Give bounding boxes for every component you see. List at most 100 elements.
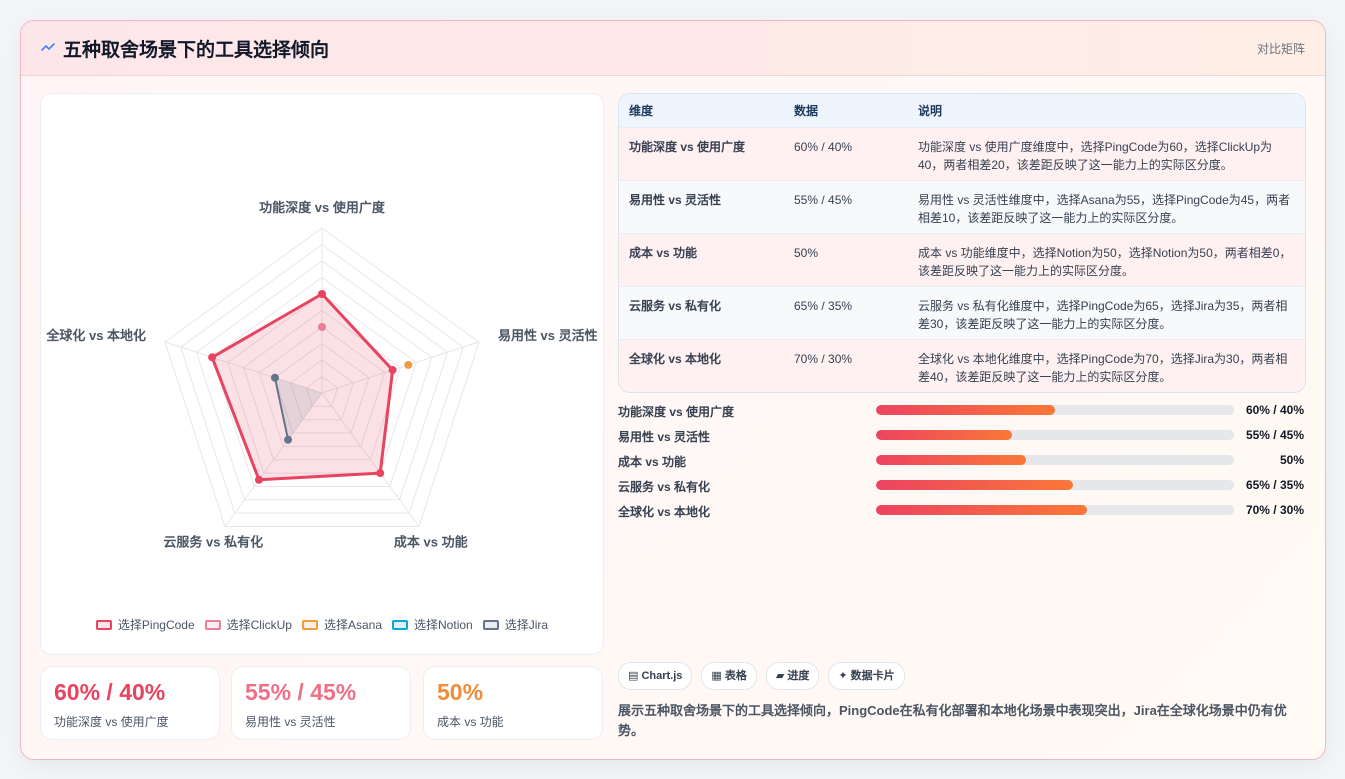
- legend-item[interactable]: 选择Asana: [301, 616, 383, 633]
- progress-label: 全球化 vs 本地化: [618, 505, 711, 519]
- progress-label: 云服务 vs 私有化: [618, 480, 711, 494]
- chip-data-card[interactable]: ✦ 数据卡片: [828, 662, 905, 690]
- grid-ring: [180, 243, 464, 514]
- progress-row: 易用性 vs 灵活性 55% / 45%: [618, 426, 1304, 451]
- cell-dimension: 功能深度 vs 使用广度: [629, 139, 746, 154]
- data-point: [254, 475, 263, 484]
- col-data: 数据: [794, 103, 819, 118]
- table-row: 易用性 vs 灵活性 55% / 45% 易用性 vs 灵活性维度中，选择Asa…: [619, 180, 1305, 233]
- progress-value: 50%: [1279, 453, 1304, 467]
- kpi-value: 55% / 45%: [245, 679, 357, 705]
- grid-spoke: [224, 392, 323, 527]
- progress-fill: [876, 505, 1088, 515]
- series-area: [274, 377, 322, 440]
- progress-value: 65% / 35%: [1245, 478, 1304, 492]
- progress-fill: [876, 430, 1013, 440]
- legend-item[interactable]: 选择Notion: [392, 616, 473, 633]
- legend-swatch: [392, 619, 409, 630]
- progress-track: [876, 480, 1234, 490]
- legend-label: 选择Notion: [414, 618, 473, 632]
- kpi-card-1: 60% / 40% 功能深度 vs 使用广度: [40, 666, 220, 740]
- cell-data: 55% / 45%: [794, 192, 853, 207]
- progress-fill: [876, 405, 1055, 415]
- kpi-card-3: 50% 成本 vs 功能: [423, 666, 603, 740]
- progress-label: 功能深度 vs 使用广度: [618, 405, 735, 419]
- card: 五种取舍场景下的工具选择倾向 对比矩阵 功能深度 vs 使用广度 易用性 vs 灵…: [20, 20, 1326, 760]
- legend-item[interactable]: 选择Jira: [482, 616, 549, 633]
- data-point: [388, 366, 397, 375]
- data-point: [404, 360, 413, 369]
- cell-description: 功能深度 vs 使用广度维度中，选择PingCode为60，选择ClickUp为…: [918, 139, 1273, 172]
- chart-icon: ▤: [628, 670, 642, 682]
- legend-label: 选择PingCode: [117, 618, 195, 632]
- data-point: [208, 353, 217, 362]
- legend-item[interactable]: 选择PingCode: [95, 616, 195, 633]
- col-description: 说明: [918, 103, 943, 118]
- cell-description: 云服务 vs 私有化维度中，选择PingCode为65，选择Jira为35，两者…: [918, 298, 1288, 331]
- progress-fill: [876, 455, 1027, 465]
- data-point: [318, 323, 326, 331]
- grid-ring: [242, 309, 402, 461]
- chip-chartjs[interactable]: ▤ Chart.js: [618, 662, 693, 690]
- kpi-label: 易用性 vs 灵活性: [245, 715, 336, 729]
- grid-ring: [305, 375, 339, 407]
- col-dimension: 维度: [629, 103, 654, 118]
- table-row: 功能深度 vs 使用广度 60% / 40% 功能深度 vs 使用广度维度中，选…: [619, 127, 1305, 180]
- cell-data: 60% / 40%: [794, 139, 853, 154]
- axis-label: 功能深度 vs 使用广度: [259, 200, 386, 215]
- grid-ring: [164, 227, 480, 527]
- chart-legend: 选择PingCode 选择ClickUp 选择Asana 选择Notion 选择Jira: [41, 616, 603, 633]
- kpi-label: 功能深度 vs 使用广度: [54, 715, 169, 729]
- comparison-table: 维度 数据 说明 功能深度 vs 使用广度 60% / 40% 功能深度 vs …: [618, 93, 1306, 393]
- table-row: 云服务 vs 私有化 65% / 35% 云服务 vs 私有化维度中，选择Pin…: [619, 286, 1305, 339]
- header: 五种取舍场景下的工具选择倾向 对比矩阵: [21, 21, 1325, 76]
- card-icon: ✦: [838, 670, 851, 682]
- legend-item[interactable]: 选择ClickUp: [204, 616, 292, 633]
- data-point: [284, 435, 293, 444]
- series-line: [273, 377, 290, 440]
- cell-description: 成本 vs 功能维度中，选择Notion为50，选择Notion为50，两者相差…: [918, 245, 1292, 278]
- progress-row: 功能深度 vs 使用广度 60% / 40%: [618, 401, 1304, 426]
- progress-fill: [876, 480, 1073, 490]
- grid-spoke: [321, 392, 420, 527]
- progress-track: [876, 455, 1234, 465]
- cell-dimension: 全球化 vs 本地化: [629, 351, 722, 366]
- grid-spoke: [321, 341, 480, 394]
- cell-dimension: 易用性 vs 灵活性: [629, 192, 722, 207]
- legend-label: 选择Jira: [504, 618, 549, 632]
- data-point: [376, 469, 385, 478]
- cell-description: 易用性 vs 灵活性维度中，选择Asana为55，选择PingCode为45，两…: [918, 192, 1291, 225]
- legend-swatch: [204, 619, 221, 630]
- cell-data: 70% / 30%: [794, 351, 853, 366]
- series-area: [210, 292, 395, 482]
- matrix-link[interactable]: 对比矩阵: [1256, 42, 1305, 56]
- progress-value: 70% / 30%: [1245, 503, 1304, 517]
- radar-chart-panel: 功能深度 vs 使用广度 易用性 vs 灵活性 成本 vs 功能 云服务 vs 私有化…: [40, 93, 604, 655]
- kpi-value: 60% / 40%: [54, 679, 166, 705]
- progress-label: 成本 vs 功能: [618, 455, 687, 469]
- progress-row: 云服务 vs 私有化 65% / 35%: [618, 476, 1304, 501]
- cell-dimension: 云服务 vs 私有化: [629, 298, 722, 313]
- legend-swatch: [301, 619, 318, 630]
- zigzag-icon: [41, 43, 55, 51]
- chip-table[interactable]: ▦ 表格: [701, 662, 757, 690]
- data-point: [318, 290, 326, 298]
- data-point: [270, 373, 279, 382]
- legend-swatch: [482, 619, 499, 630]
- cell-description: 全球化 vs 本地化维度中，选择PingCode为70，选择Jira为30，两者…: [918, 351, 1288, 384]
- kpi-value: 50%: [437, 679, 484, 705]
- legend-label: 选择Asana: [323, 618, 383, 632]
- tech-chips: ▤ Chart.js ▦ 表格 ▰ 进度 ✦ 数据卡片: [618, 662, 905, 690]
- chip-progress[interactable]: ▰ 进度: [765, 662, 820, 690]
- grid-ring: [227, 293, 417, 474]
- legend-swatch: [95, 619, 112, 630]
- kpi-label: 成本 vs 功能: [437, 715, 504, 729]
- axis-label: 云服务 vs 私有化: [163, 535, 263, 550]
- progress-row: 全球化 vs 本地化 70% / 30%: [618, 501, 1304, 526]
- axis-label: 易用性 vs 灵活性: [498, 328, 598, 343]
- cell-data: 65% / 35%: [794, 298, 853, 313]
- progress-icon: ▰: [775, 670, 788, 682]
- table-row: 成本 vs 功能 50% 成本 vs 功能维度中，选择Notion为50，选择N…: [619, 233, 1305, 286]
- grid-ring: [258, 326, 386, 447]
